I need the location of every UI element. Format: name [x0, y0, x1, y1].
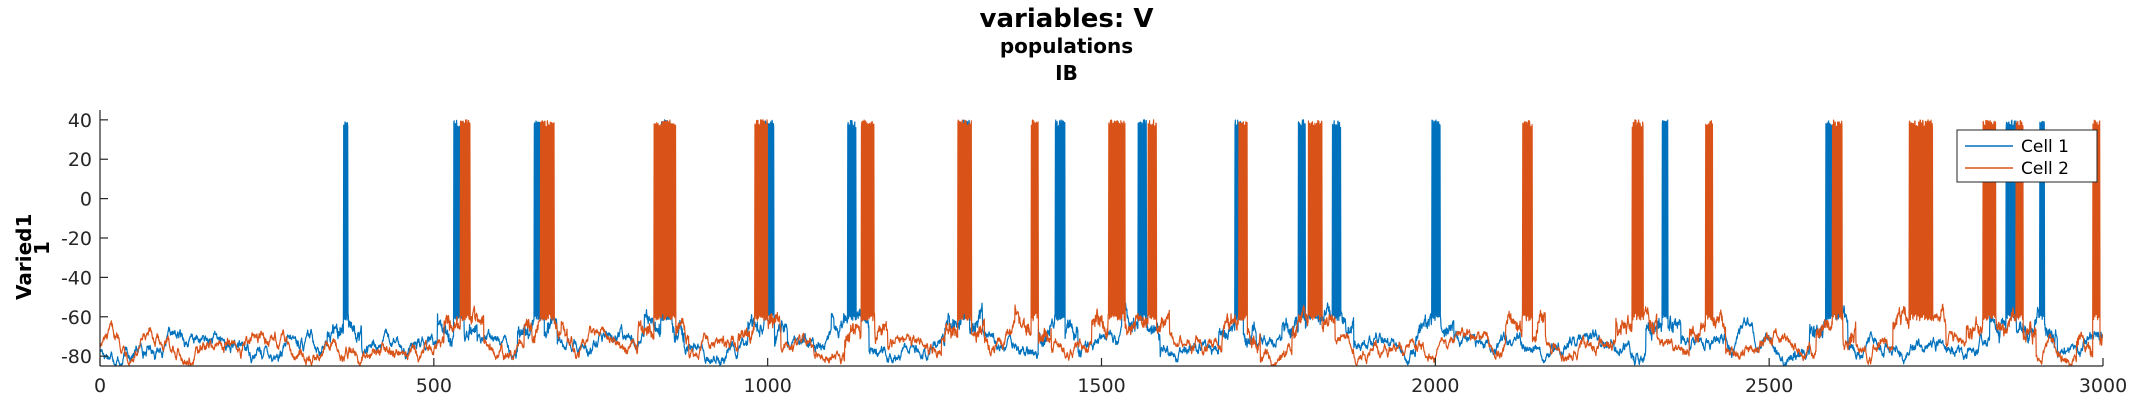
chart-title: variables: V [979, 4, 1154, 34]
x-tick-label-6: 3000 [2079, 375, 2127, 397]
y-tick-label-5: 20 [68, 149, 92, 171]
x-tick-label-1: 500 [416, 375, 452, 397]
chart-subtitle-line-2: IB [1055, 61, 1078, 85]
x-tick-label-0: 0 [94, 375, 106, 397]
y-tick-label-6: 40 [68, 110, 92, 132]
axes-layer: 0 500 1000 1500 2000 2500 3000 -80 -60 -40 -20 0 20 4… [61, 110, 2127, 397]
series-layer [100, 119, 2103, 366]
y-tick-label-4: 0 [80, 189, 92, 211]
y-tick-label-1: -60 [61, 307, 92, 329]
chart-subtitle-line-1: populations [999, 34, 1134, 58]
x-tick-label-3: 1500 [1077, 375, 1125, 397]
x-tick-label-2: 1000 [743, 375, 791, 397]
y-tick-label-0: -80 [61, 346, 92, 368]
y-tick-label-2: -40 [61, 267, 92, 289]
x-tick-label-4: 2000 [1411, 375, 1459, 397]
series-line-1 [100, 119, 2103, 366]
x-tick-label-5: 2500 [1745, 375, 1793, 397]
series-line-2 [100, 119, 2103, 366]
legend-box [1956, 129, 2098, 183]
y-tick-label-3: -20 [61, 228, 92, 250]
legend-label-2: Cell 2 [2021, 159, 2069, 179]
legend-label-1: Cell 1 [2021, 137, 2069, 157]
